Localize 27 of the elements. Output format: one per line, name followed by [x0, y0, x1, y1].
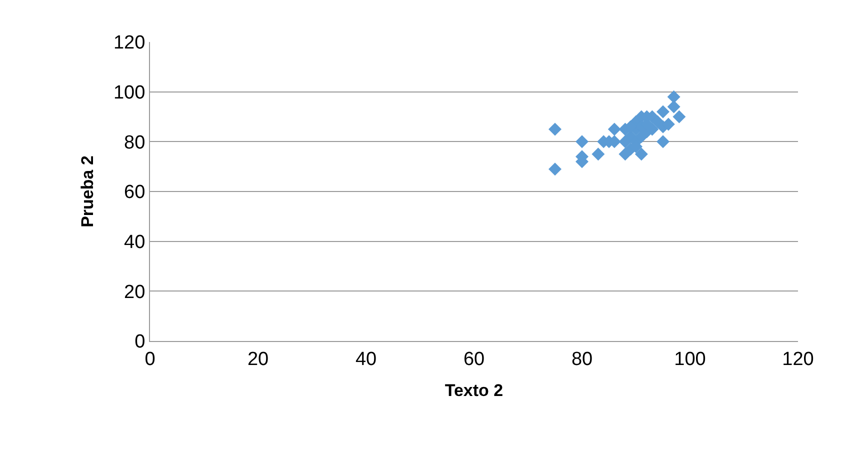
- y-tick-label: 0: [134, 332, 146, 353]
- point: [592, 148, 605, 161]
- y-tick-label: 100: [113, 82, 146, 104]
- y-tick-label: 120: [113, 32, 146, 54]
- point: [576, 135, 588, 148]
- y-axis-title: Prueba 2: [78, 156, 98, 228]
- point: [634, 130, 648, 144]
- point: [667, 90, 680, 104]
- x-axis-title: Texto 2: [444, 381, 504, 400]
- x-tick-label: 40: [355, 348, 377, 370]
- point: [672, 110, 686, 124]
- point: [656, 105, 670, 118]
- y-tick-label: 20: [124, 282, 146, 303]
- point: [656, 135, 670, 148]
- point: [548, 122, 562, 136]
- point: [548, 162, 562, 176]
- point: [608, 122, 621, 136]
- point: [667, 100, 680, 114]
- y-tick-label: 60: [124, 182, 146, 204]
- y-tick-label: 40: [124, 232, 146, 253]
- x-tick-label: 120: [782, 348, 814, 370]
- x-tick-label: 80: [571, 348, 593, 370]
- x-tick-label: 100: [674, 348, 706, 370]
- x-tick-label: 60: [463, 348, 485, 370]
- point: [634, 148, 648, 161]
- y-tick-label: 80: [124, 132, 146, 154]
- x-tick-label: 20: [247, 348, 269, 370]
